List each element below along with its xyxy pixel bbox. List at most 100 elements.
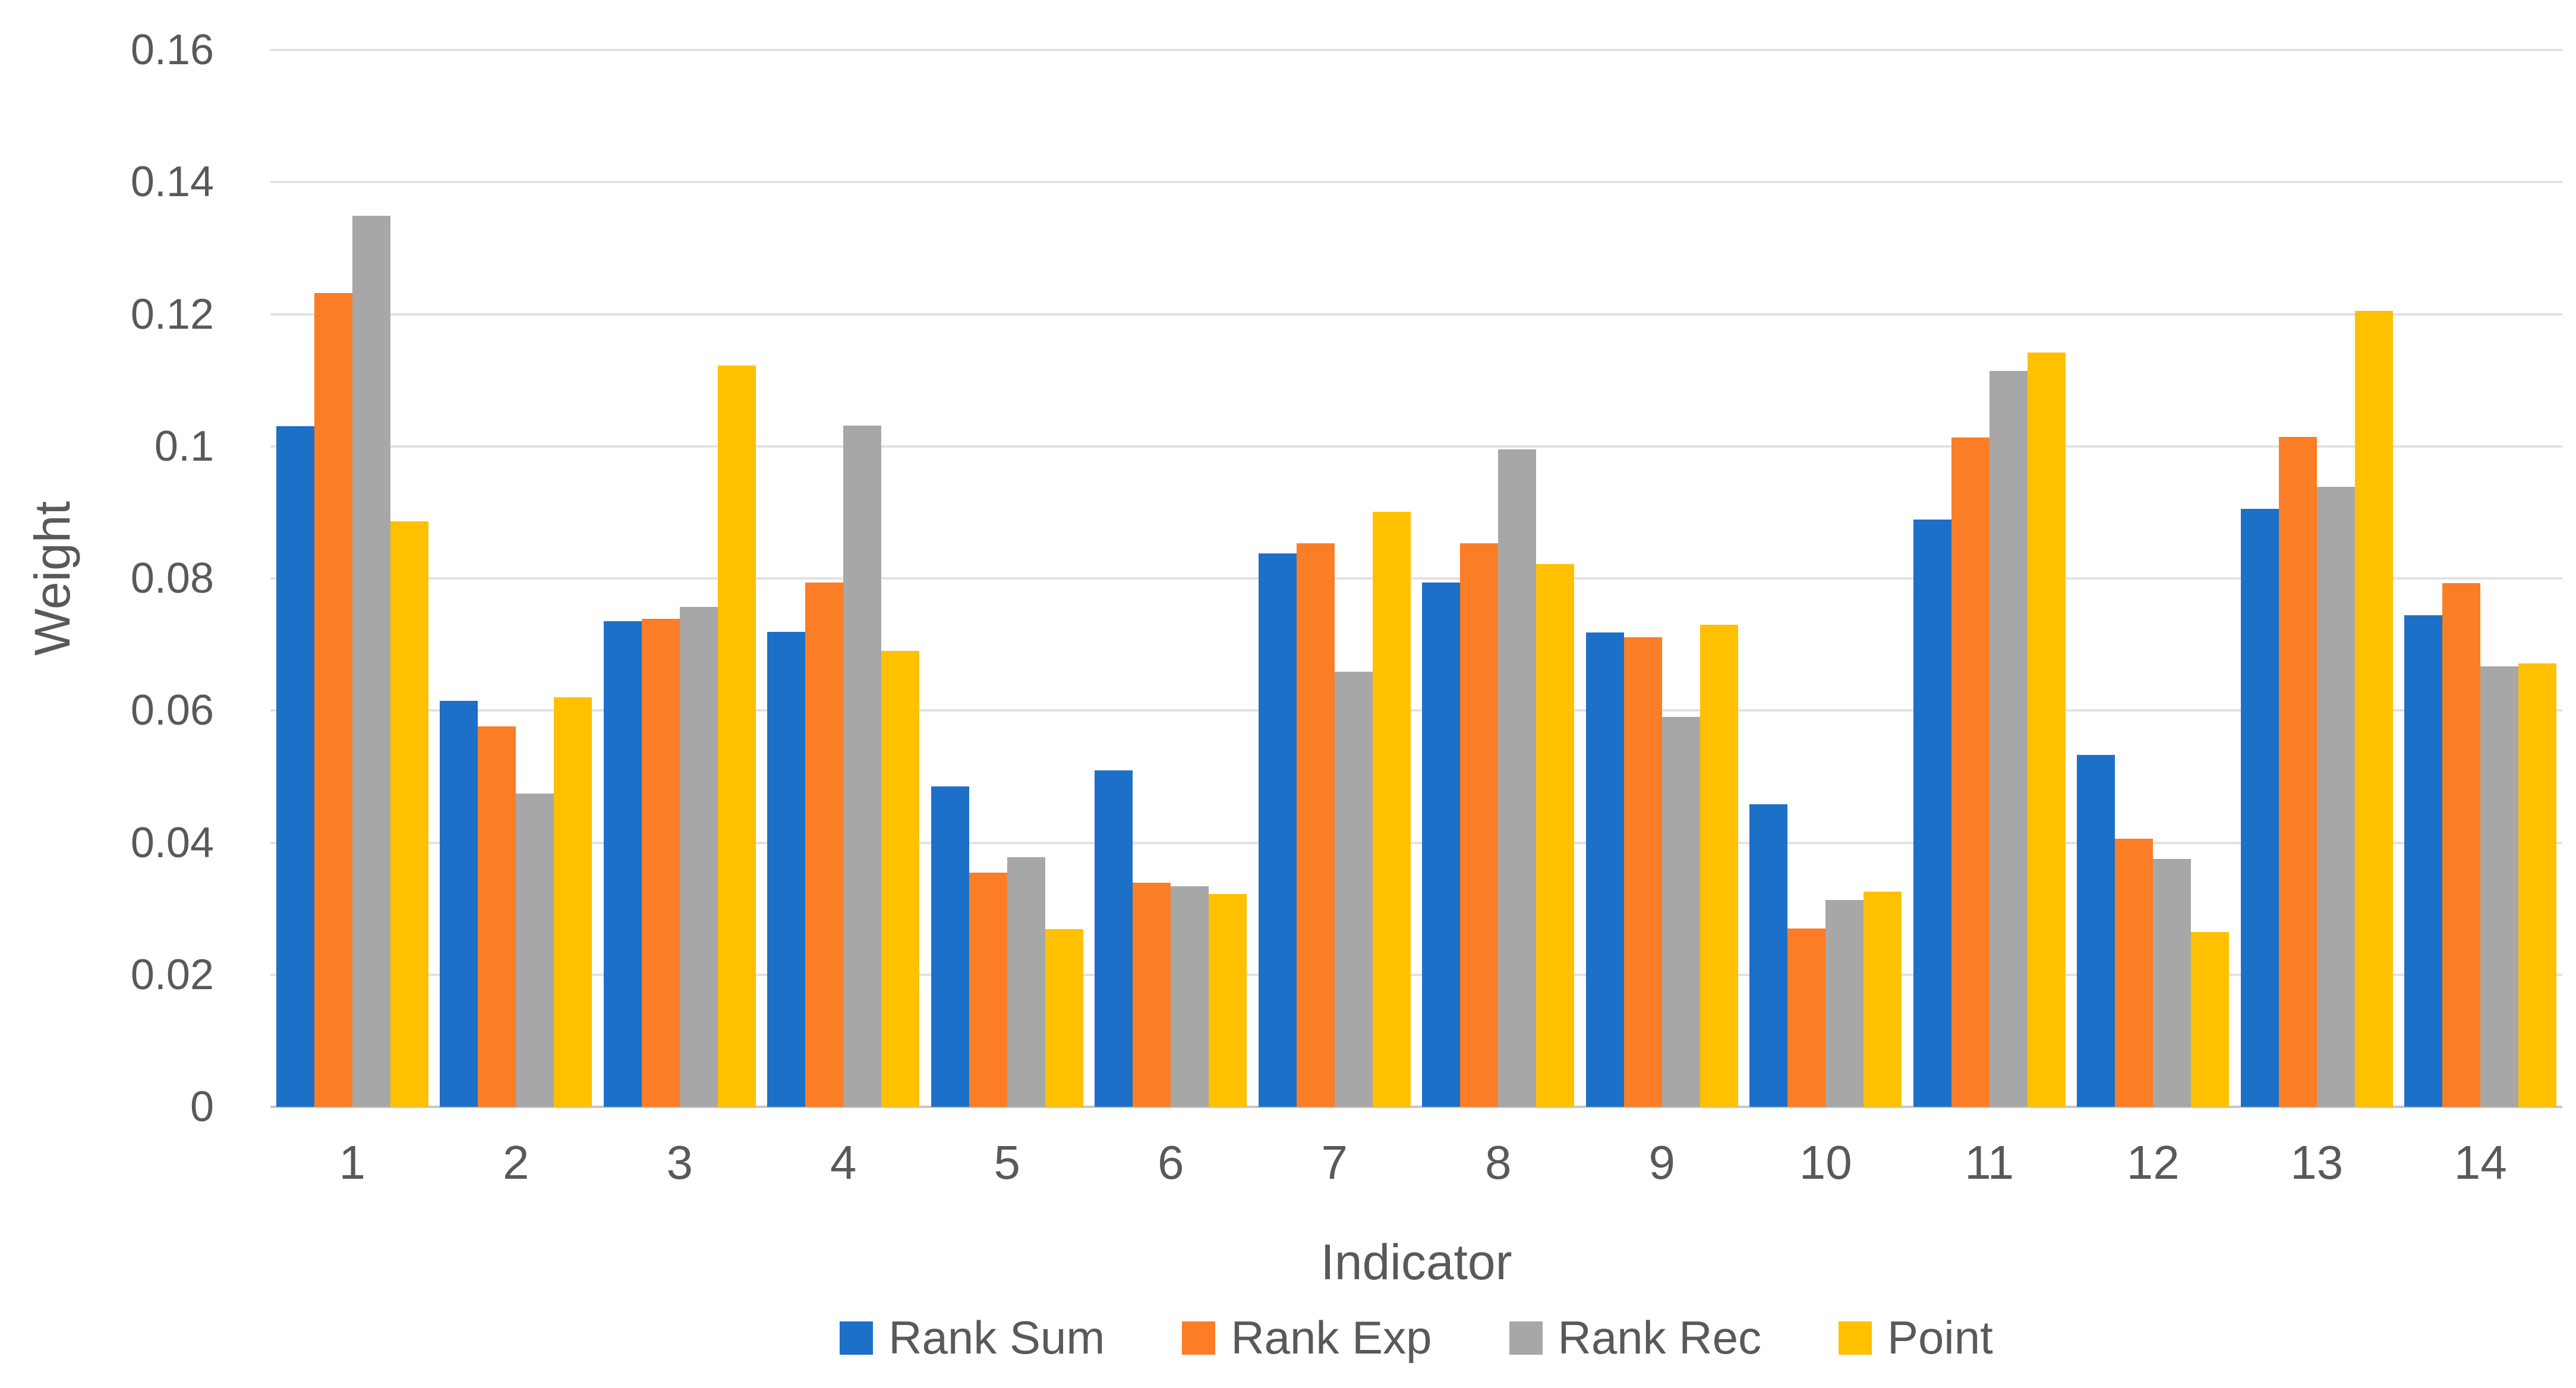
legend: Rank Sum Rank Exp Rank Rec Point xyxy=(270,1311,2562,1365)
legend-item-point: Point xyxy=(1838,1311,1993,1365)
bar-rank-sum-indicator-3 xyxy=(603,621,642,1107)
bar-rank-rec-indicator-13 xyxy=(2316,486,2355,1107)
y-tick-label: 0.02 xyxy=(130,950,214,999)
bar-rank-sum-indicator-14 xyxy=(2404,615,2443,1107)
y-tick-label: 0.08 xyxy=(130,555,214,602)
bar-point-indicator-4 xyxy=(881,651,920,1107)
y-tick-label: 0.14 xyxy=(130,158,214,206)
x-tick-label: 8 xyxy=(1485,1136,1512,1189)
legend-label: Point xyxy=(1887,1311,1993,1364)
legend-item-rank-exp: Rank Exp xyxy=(1182,1311,1432,1365)
y-tick-label: 0.1 xyxy=(154,422,214,470)
gridline xyxy=(270,973,2562,976)
bar-point-indicator-14 xyxy=(2518,663,2557,1107)
x-tick-label: 12 xyxy=(2126,1136,2180,1189)
bar-rank-rec-indicator-9 xyxy=(1661,717,1700,1107)
bar-point-indicator-11 xyxy=(2027,352,2066,1107)
bar-rank-rec-indicator-7 xyxy=(1334,671,1373,1107)
x-axis-title: Indicator xyxy=(1320,1234,1512,1290)
bar-rank-exp-indicator-11 xyxy=(1951,438,1989,1107)
gridline xyxy=(270,181,2562,184)
bar-rank-sum-indicator-11 xyxy=(1913,520,1951,1107)
gridline xyxy=(270,841,2562,844)
x-tick-label: 6 xyxy=(1158,1136,1184,1189)
bar-rank-exp-indicator-8 xyxy=(1460,543,1499,1107)
legend-swatch-icon xyxy=(1182,1321,1216,1355)
bar-rank-rec-indicator-8 xyxy=(1498,449,1537,1107)
bar-rank-sum-indicator-7 xyxy=(1258,553,1297,1107)
legend-swatch-icon xyxy=(1838,1321,1872,1355)
y-tick-label: 0.06 xyxy=(130,687,214,735)
bar-rank-exp-indicator-10 xyxy=(1787,928,1826,1107)
bar-point-indicator-8 xyxy=(1536,564,1575,1107)
bar-rank-exp-indicator-6 xyxy=(1133,883,1171,1107)
bar-point-indicator-7 xyxy=(1372,511,1411,1107)
bar-rank-rec-indicator-4 xyxy=(843,426,882,1107)
x-tick-label: 11 xyxy=(1965,1136,2014,1189)
gridline xyxy=(270,49,2562,51)
gridline xyxy=(270,313,2562,316)
legend-label: Rank Rec xyxy=(1557,1311,1761,1364)
bar-point-indicator-2 xyxy=(554,697,592,1107)
bar-rank-sum-indicator-5 xyxy=(931,786,969,1107)
bar-rank-sum-indicator-8 xyxy=(1422,582,1461,1107)
gridline xyxy=(270,445,2562,448)
bar-rank-sum-indicator-4 xyxy=(767,632,806,1107)
bar-rank-sum-indicator-2 xyxy=(440,700,478,1107)
bar-rank-exp-indicator-9 xyxy=(1623,637,1662,1107)
bar-rank-rec-indicator-2 xyxy=(516,794,554,1107)
y-tick-label: 0.16 xyxy=(130,26,214,74)
bar-rank-rec-indicator-3 xyxy=(679,606,718,1107)
bar-rank-exp-indicator-13 xyxy=(2278,437,2317,1107)
bar-rank-exp-indicator-1 xyxy=(314,292,352,1107)
bar-rank-rec-indicator-14 xyxy=(2480,666,2519,1107)
bar-rank-sum-indicator-10 xyxy=(1749,804,1788,1107)
bar-rank-exp-indicator-12 xyxy=(2115,838,2154,1107)
bar-point-indicator-6 xyxy=(1209,894,1247,1107)
plot-area xyxy=(270,49,2562,1108)
bar-rank-sum-indicator-12 xyxy=(2077,754,2115,1107)
bar-point-indicator-10 xyxy=(1864,891,1902,1107)
x-tick-label: 3 xyxy=(666,1136,693,1189)
y-tick-label: 0 xyxy=(190,1083,214,1131)
bar-rank-exp-indicator-4 xyxy=(805,582,844,1107)
bar-rank-sum-indicator-1 xyxy=(276,426,314,1107)
bar-rank-rec-indicator-11 xyxy=(1989,371,2028,1107)
x-tick-label: 9 xyxy=(1648,1136,1676,1189)
legend-swatch-icon xyxy=(1509,1321,1543,1355)
bar-point-indicator-3 xyxy=(717,366,756,1107)
bar-point-indicator-5 xyxy=(1045,929,1083,1107)
x-tick-label: 4 xyxy=(830,1136,857,1189)
bar-rank-exp-indicator-5 xyxy=(969,872,1007,1107)
bar-point-indicator-13 xyxy=(2354,310,2393,1107)
bar-rank-exp-indicator-3 xyxy=(641,618,680,1107)
x-tick-label: 13 xyxy=(2290,1136,2344,1189)
bar-rank-rec-indicator-12 xyxy=(2153,859,2192,1107)
x-tick-label: 1 xyxy=(339,1136,366,1189)
bar-rank-rec-indicator-1 xyxy=(352,215,390,1107)
bar-rank-exp-indicator-2 xyxy=(478,726,516,1107)
bar-rank-sum-indicator-9 xyxy=(1585,632,1624,1107)
bar-rank-exp-indicator-7 xyxy=(1296,543,1335,1107)
bar-rank-rec-indicator-6 xyxy=(1171,886,1209,1107)
x-tick-label: 2 xyxy=(503,1136,529,1189)
x-tick-label: 10 xyxy=(1799,1136,1852,1189)
legend-label: Rank Exp xyxy=(1231,1311,1432,1364)
bar-point-indicator-9 xyxy=(1700,624,1738,1107)
bar-rank-rec-indicator-5 xyxy=(1007,857,1045,1107)
legend-label: Rank Sum xyxy=(888,1311,1105,1364)
bar-rank-exp-indicator-14 xyxy=(2442,583,2481,1107)
bar-rank-sum-indicator-6 xyxy=(1095,770,1133,1107)
x-axis-line xyxy=(270,1106,2562,1108)
bar-point-indicator-1 xyxy=(390,521,428,1107)
legend-item-rank-rec: Rank Rec xyxy=(1509,1311,1761,1365)
x-tick-label: 7 xyxy=(1321,1136,1348,1189)
y-tick-label: 0.04 xyxy=(130,819,214,867)
x-tick-label: 5 xyxy=(994,1136,1021,1189)
gridline xyxy=(270,709,2562,712)
y-tick-label: 0.12 xyxy=(130,290,214,338)
legend-swatch-icon xyxy=(840,1321,874,1355)
bar-rank-rec-indicator-10 xyxy=(1825,900,1864,1107)
gridline xyxy=(270,577,2562,580)
